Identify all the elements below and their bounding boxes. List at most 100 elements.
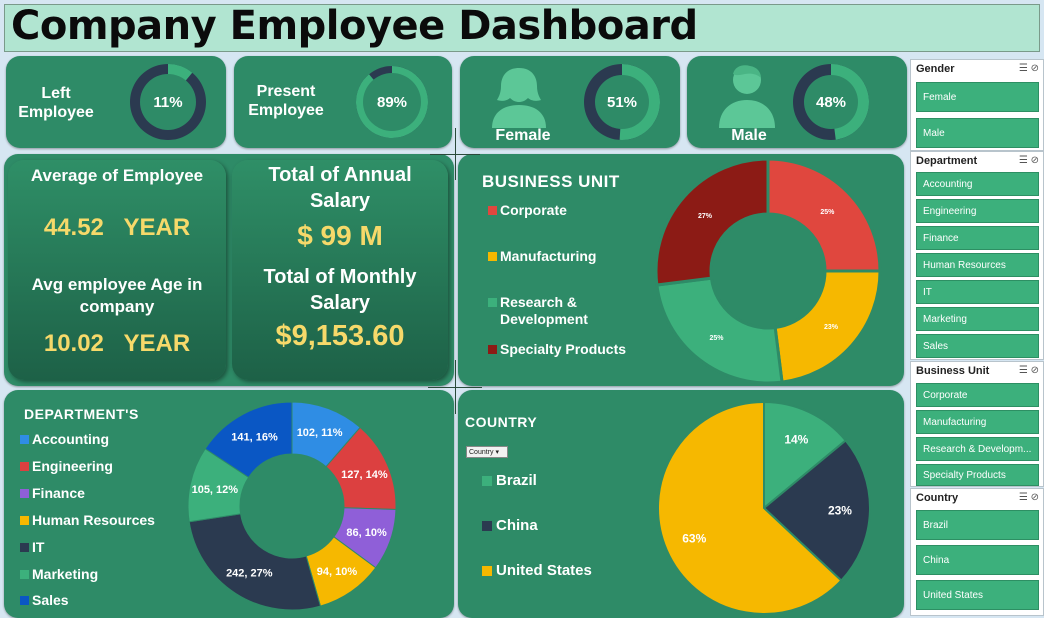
slicer-item-accounting[interactable]: Accounting	[916, 172, 1039, 196]
legend-accounting: Accounting	[32, 431, 109, 447]
monthly-salary-title: Total of Monthly Salary	[263, 266, 417, 314]
male-icon	[719, 65, 775, 128]
slicer-item-brazil[interactable]: Brazil	[916, 510, 1039, 540]
data-label: 94, 10%	[317, 566, 358, 578]
avg-age-title: Avg employee Age in company	[31, 275, 203, 316]
slice-manufacturing	[773, 269, 882, 384]
kpi-male: Male 48%	[687, 56, 907, 148]
legend-hr: Human Resources	[32, 512, 155, 528]
slicer-item-rnd[interactable]: Research & Developm...	[916, 437, 1039, 461]
legend-it: IT	[32, 539, 45, 555]
data-label: 14%	[784, 432, 808, 446]
kpi-left-employee: Left Employee 11%	[6, 56, 226, 148]
slicer-title: Gender	[916, 63, 955, 75]
avg-employee-value: 44.52 YEAR	[43, 214, 191, 241]
slicer-item-china[interactable]: China	[916, 545, 1039, 575]
kpi-pct: 51%	[607, 94, 637, 111]
slice-united-states	[657, 400, 843, 615]
legend-swatch	[488, 206, 497, 215]
legend-china: China	[496, 517, 538, 534]
legend-rnd-1: Research &	[500, 294, 578, 310]
legend-swatch	[488, 252, 497, 261]
filter-icons[interactable]: ☰ ⊘	[1018, 365, 1039, 376]
kpi-donut: 11%	[129, 64, 206, 140]
dashboard-title: Company Employee Dashboard	[11, 3, 698, 49]
legend-swatch	[488, 345, 497, 354]
slicer-item-sales[interactable]: Sales	[916, 334, 1039, 358]
slicer-item-us[interactable]: United States	[916, 580, 1039, 610]
legend-swatch	[20, 435, 29, 444]
slicer-item-hr[interactable]: Human Resources	[916, 253, 1039, 277]
slicer-item-corporate[interactable]: Corporate	[916, 383, 1039, 407]
slicer-item-male[interactable]: Male	[916, 118, 1039, 148]
legend-swatch	[488, 298, 497, 307]
legend-swatch	[20, 489, 29, 498]
slicer-item-manufacturing[interactable]: Manufacturing	[916, 410, 1039, 434]
slice-corporate	[766, 157, 882, 273]
legend-sales: Sales	[32, 592, 69, 608]
slicer-title: Business Unit	[916, 365, 990, 377]
data-label: 141, 16%	[231, 431, 278, 443]
legend-swatch	[20, 516, 29, 525]
filter-icons[interactable]: ☰ ⊘	[1018, 63, 1039, 74]
slicer-item-female[interactable]: Female	[916, 82, 1039, 112]
data-label: 242, 27%	[226, 567, 273, 579]
country-panel: COUNTRY Brazil China United States 14% 23…	[458, 390, 904, 618]
slice-china	[762, 439, 871, 582]
kpi-donut: 48%	[792, 64, 869, 140]
slicer-item-marketing[interactable]: Marketing	[916, 307, 1039, 331]
slice-sales	[204, 401, 293, 479]
legend-us: United States	[496, 562, 592, 579]
country-title: COUNTRY	[465, 414, 538, 430]
filter-icons[interactable]: ☰ ⊘	[1018, 155, 1039, 166]
country-filter-dropdown[interactable]: Country ▾	[466, 446, 508, 458]
kpi-female: Female 51%	[460, 56, 680, 148]
avg-age-value: 10.02 YEAR	[43, 330, 191, 357]
bu-title: BUSINESS UNIT	[482, 172, 620, 191]
slice-it	[188, 513, 322, 611]
legend-marketing: Marketing	[32, 566, 99, 582]
kpi-pct: 48%	[816, 94, 846, 111]
slicer-business-unit: Business Unit ☰ ⊘ Corporate Manufacturin…	[910, 361, 1044, 487]
legend-brazil: Brazil	[496, 472, 537, 489]
slicer-department: Department ☰ ⊘ Accounting Engineering Fi…	[910, 151, 1044, 360]
data-label: 23%	[824, 324, 839, 331]
data-label: 27%	[698, 213, 713, 220]
kpi-donut: 89%	[355, 66, 428, 138]
ring-fill	[619, 64, 660, 140]
crosshair-line	[430, 154, 480, 155]
female-icon	[492, 68, 546, 128]
kpi-pct: 89%	[377, 94, 407, 111]
avg-employee-title: Average of Employee	[30, 166, 204, 185]
legend-swatch	[482, 476, 492, 486]
salary-box: Total of Annual Salary $ 99 M Total of Mo…	[232, 160, 448, 380]
slice-research-development	[655, 276, 784, 385]
legend-swatch	[20, 596, 29, 605]
slicer-item-it[interactable]: IT	[916, 280, 1039, 304]
annual-salary-value: $ 99 M	[297, 220, 383, 251]
business-unit-panel: BUSINESS UNIT Corporate Manufacturing Re…	[458, 154, 904, 386]
kpi-label: Female	[495, 127, 551, 144]
legend-rnd-2: Development	[500, 311, 588, 327]
slicer-item-engineering[interactable]: Engineering	[916, 199, 1039, 223]
annual-salary-title: Total of Annual Salary	[268, 164, 412, 212]
legend-corporate: Corporate	[500, 202, 567, 218]
kpi-donut: 51%	[583, 64, 660, 140]
legend-manufacturing: Manufacturing	[500, 248, 597, 264]
dept-title: DEPARTMENT'S	[24, 406, 139, 422]
slicer-item-specialty[interactable]: Specialty Products	[916, 464, 1039, 486]
legend-engineering: Engineering	[32, 458, 113, 474]
slicer-item-finance[interactable]: Finance	[916, 226, 1039, 250]
filter-icons[interactable]: ☰ ⊘	[1018, 492, 1039, 503]
legend-finance: Finance	[32, 485, 85, 501]
legend-swatch	[20, 570, 29, 579]
legend-swatch	[482, 566, 492, 576]
legend-swatch	[20, 462, 29, 471]
data-label: 63%	[682, 531, 706, 545]
legend-swatch	[482, 521, 492, 531]
slicer-country: Country ☰ ⊘ Brazil China United States	[910, 488, 1044, 616]
legend-specialty: Specialty Products	[500, 341, 627, 357]
slicer-gender: Gender ☰ ⊘ Female Male	[910, 59, 1044, 151]
slicer-title: Country	[916, 492, 959, 504]
data-label: 105, 12%	[192, 484, 239, 496]
